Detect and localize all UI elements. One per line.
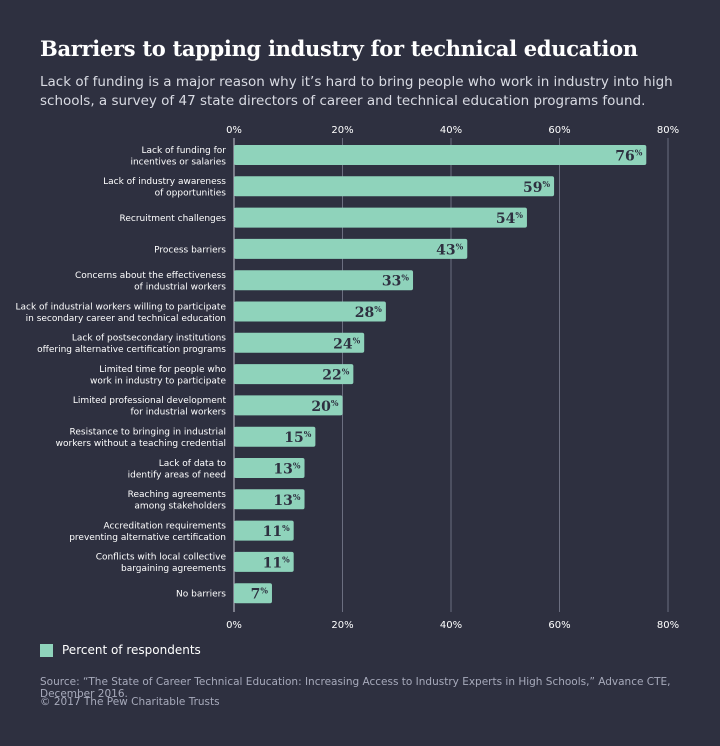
category-label: preventing alternative certification [69,533,226,543]
bar-value-label: 54% [496,210,523,227]
bar [234,551,294,572]
x-tick-label-bottom: 20% [331,620,353,631]
bar [234,520,294,541]
category-label: offering alternative certification progr… [37,345,226,355]
bar-value-label: 59% [523,179,550,196]
bar-value-label: 76% [615,148,642,165]
bar [234,207,527,228]
x-tick-label-top: 60% [548,125,570,136]
bar-value-label: 43% [436,241,463,258]
x-tick-label-bottom: 40% [440,620,462,631]
category-label: in secondary career and technical educat… [26,314,226,324]
bar [234,395,343,416]
x-tick-label-bottom: 60% [548,620,570,631]
x-tick-label-top: 80% [657,125,679,136]
category-label: Reaching agreements [128,490,227,500]
chart-title: Barriers to tapping industry for technic… [40,36,638,61]
bar [234,301,386,322]
copyright-note: © 2017 The Pew Charitable Trusts [40,696,220,708]
category-label: Lack of funding for [141,146,226,156]
category-label: among stakeholders [134,502,226,512]
source-note: Source: “The State of Career Technical E… [40,676,671,700]
category-label: Resistance to bringing in industrial [70,427,227,437]
category-label: Recruitment challenges [119,214,226,224]
legend-swatch [40,643,53,657]
category-label: bargaining agreements [121,564,226,574]
category-label: of industrial workers [134,282,226,292]
category-label: Conflicts with local collective [96,553,227,563]
category-label: work in industry to participate [90,376,226,386]
category-label: incentives or salaries [130,157,226,167]
bar [234,145,647,165]
bar-value-label: 15% [284,429,311,446]
bar [234,458,305,478]
bar-value-label: 13% [273,492,300,509]
bar-value-label: 11% [263,523,290,540]
category-label: for industrial workers [130,408,226,418]
category-label: of opportunities [155,189,227,199]
category-label: Lack of data to [159,459,227,469]
category-label: Lack of industrial workers willing to pa… [16,302,227,312]
bar-value-label: 28% [355,304,382,321]
x-tick-label-top: 0% [226,125,242,136]
category-label: Limited professional development [73,396,227,406]
bar-value-label: 33% [382,273,409,290]
category-label: Lack of industry awareness [103,177,226,187]
bar [234,426,316,447]
category-label: Limited time for people who [99,365,226,375]
category-label: Accreditation requirements [103,521,226,531]
category-label: No barriers [176,590,226,600]
x-tick-label-top: 20% [331,125,353,136]
bar-value-label: 7% [251,586,269,603]
bar [234,270,414,291]
legend: Percent of respondents [40,643,201,657]
category-label: identify areas of need [128,470,226,480]
bar [234,583,272,604]
bar [234,364,354,385]
bar-value-label: 11% [263,554,290,571]
legend-label: Percent of respondents [62,643,201,657]
bar [234,489,305,510]
bar [234,238,468,259]
x-tick-label-top: 40% [440,125,462,136]
bar-value-label: 22% [322,367,349,384]
bar-value-label: 20% [311,398,338,415]
x-tick-label-bottom: 0% [226,620,242,631]
bar-value-label: 13% [273,461,300,478]
category-label: Process barriers [154,245,226,255]
category-label: workers without a teaching credential [56,439,226,449]
bar-value-label: 24% [333,335,360,352]
category-label: Concerns about the effectiveness [75,271,226,281]
category-label: Lack of postsecondary institutions [72,334,226,344]
x-tick-label-bottom: 80% [657,620,679,631]
bar [234,332,365,353]
chart-subtitle: Lack of funding is a major reason why it… [40,74,673,109]
bar [234,176,555,197]
